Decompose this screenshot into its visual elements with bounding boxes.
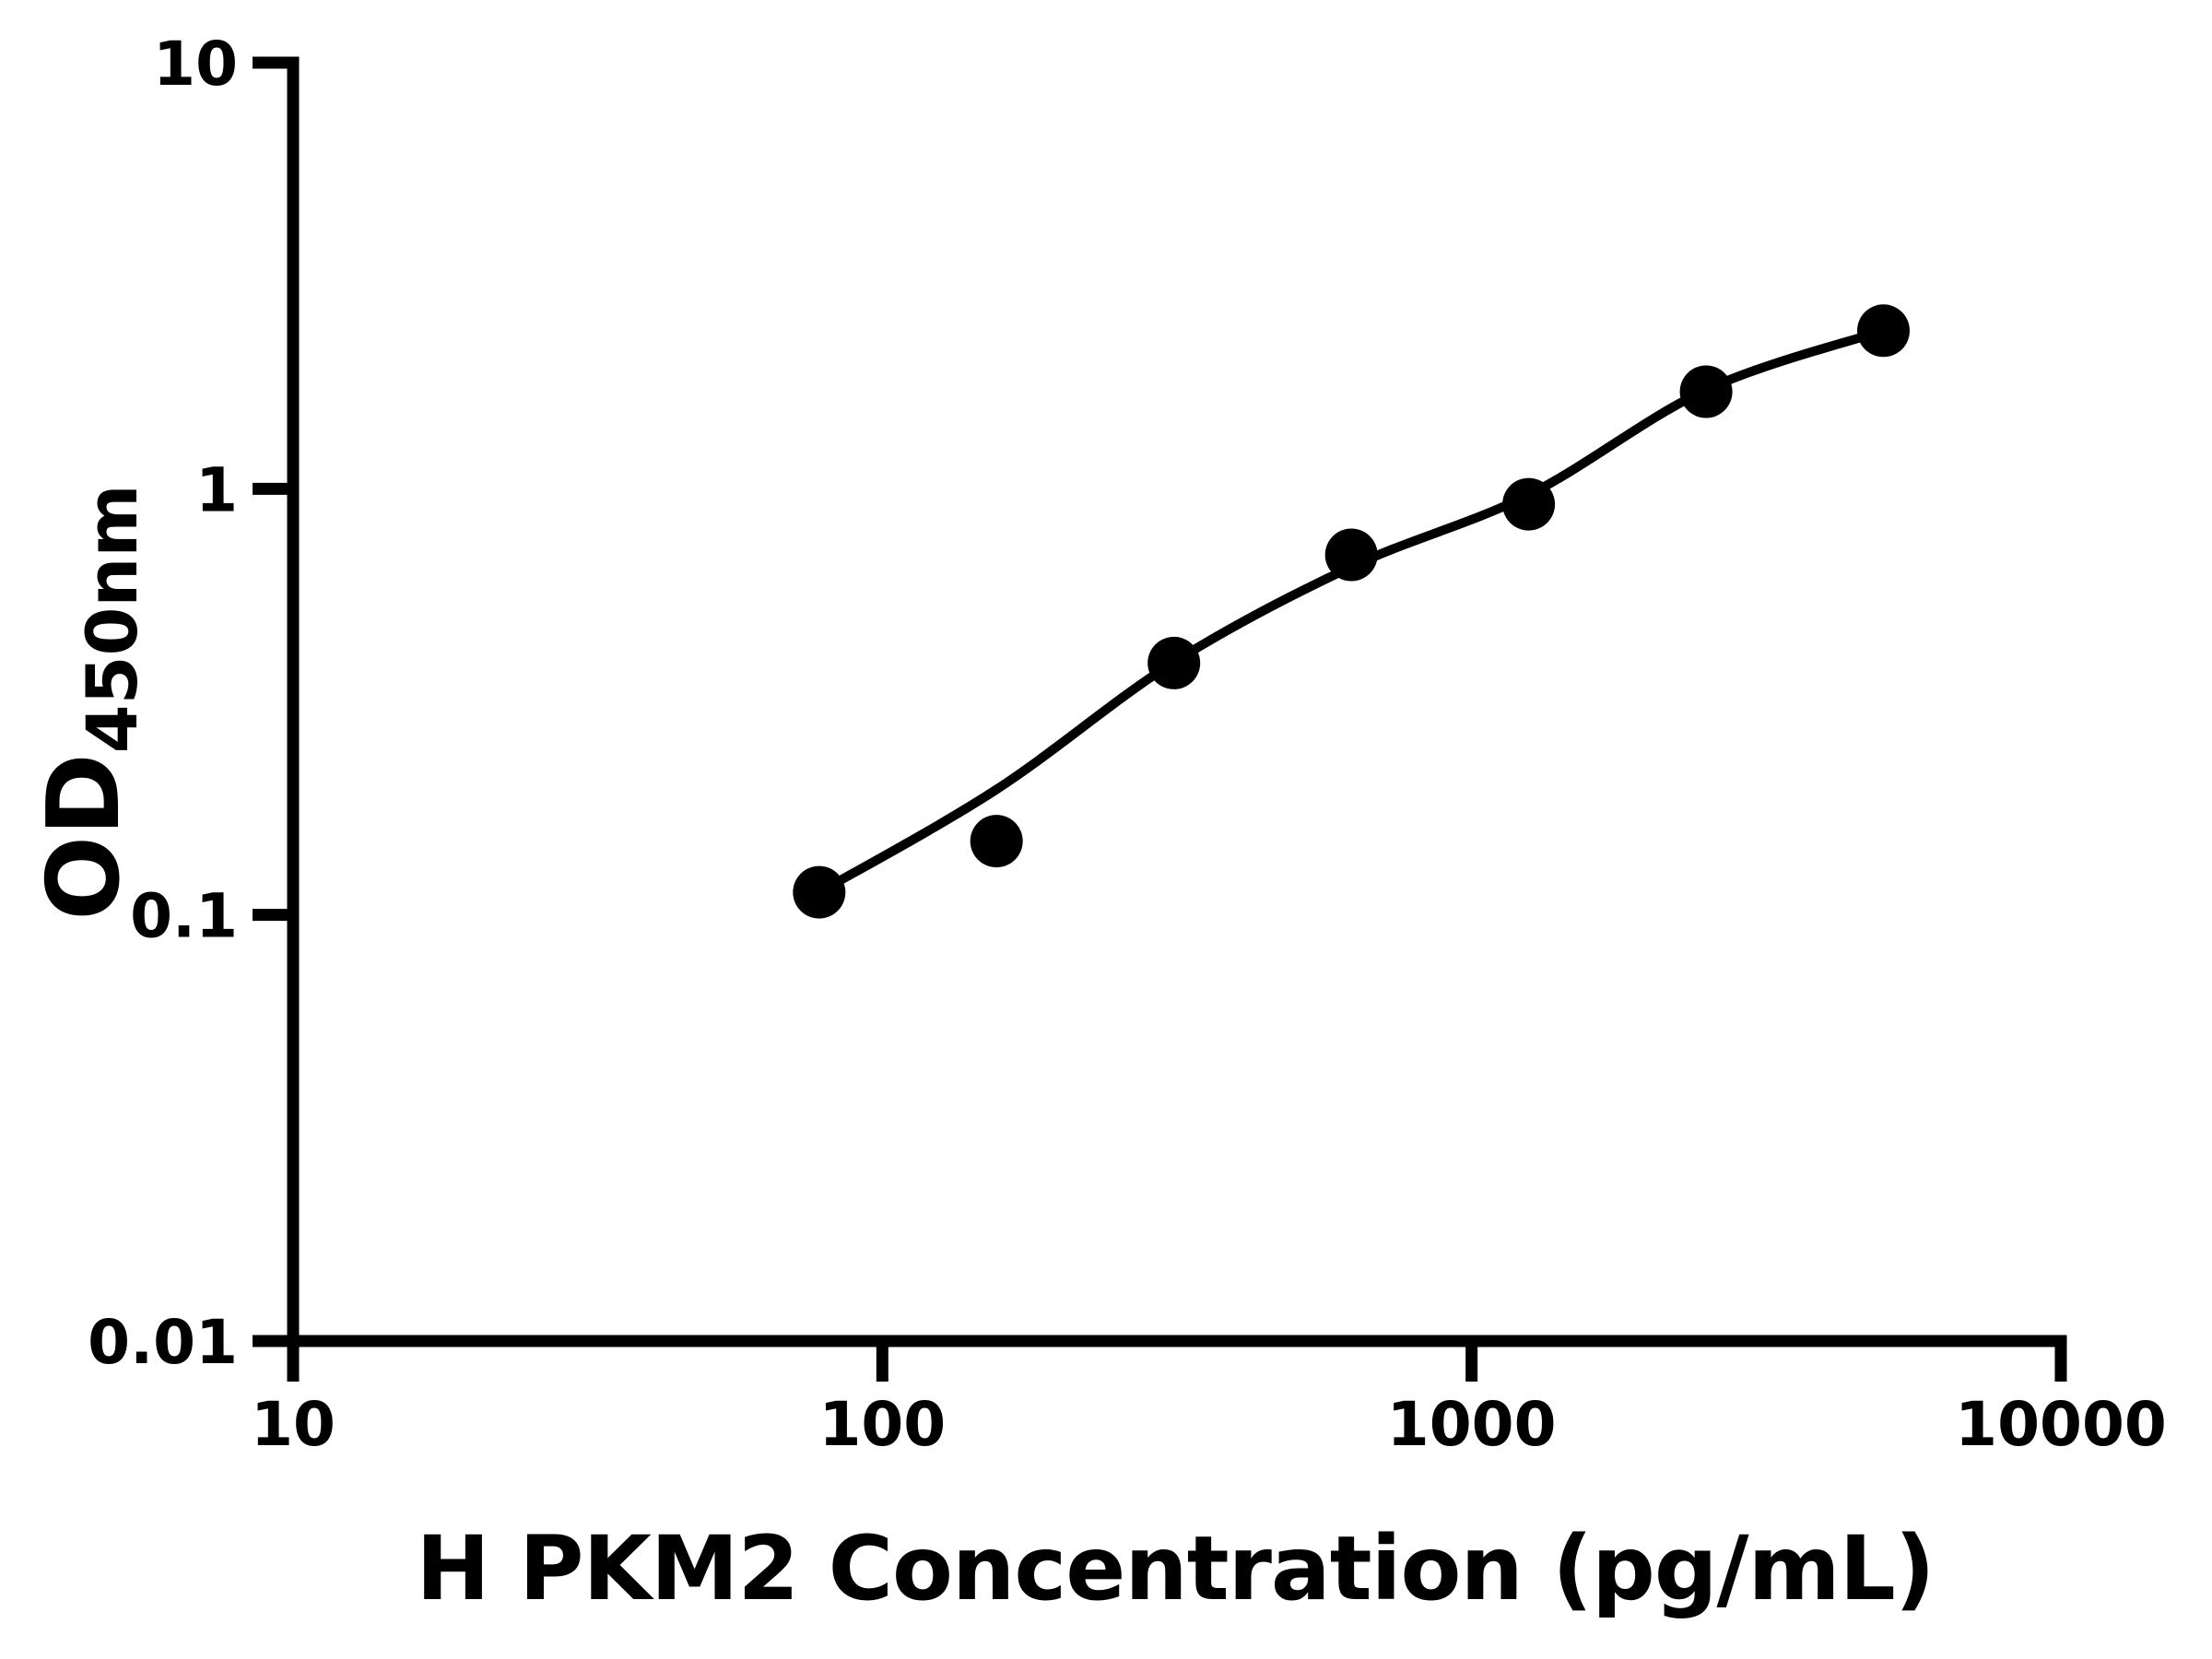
x-tick-label-1000: 1000 <box>1387 1389 1557 1460</box>
x-tick-label-10000: 10000 <box>1955 1389 2167 1460</box>
axes <box>253 56 2067 1382</box>
data-point-marker-4 <box>1324 528 1378 582</box>
y-axis-title-subscript: 450nm <box>71 484 153 753</box>
axis-frame <box>253 56 2067 1382</box>
x-tick-label-100: 100 <box>818 1389 946 1460</box>
axis-ticks <box>253 56 2067 1382</box>
data-point-marker-6 <box>1679 365 1733 418</box>
x-tick-label-10: 10 <box>251 1389 335 1460</box>
y-tick-label-0.1: 0.1 <box>130 881 238 952</box>
data-point-marker-7 <box>1857 304 1910 358</box>
y-tick-label-10: 10 <box>153 29 238 100</box>
y-axis-title-base: OD <box>27 753 142 920</box>
y-tick-label-1: 1 <box>195 454 238 525</box>
x-axis-title: H PKM2 Concentration (pg/mL) <box>416 1517 1934 1620</box>
y-axis-title: OD450nm <box>27 484 153 920</box>
data-point-marker-2 <box>970 815 1023 868</box>
data-point-marker-1 <box>793 865 846 919</box>
data-point-marker-3 <box>1147 636 1201 689</box>
fit-curve-line <box>814 325 1888 898</box>
data-points <box>793 304 1910 919</box>
y-tick-label-0.01: 0.01 <box>88 1307 238 1378</box>
fit-curve <box>814 325 1888 898</box>
data-point-marker-5 <box>1502 477 1556 531</box>
